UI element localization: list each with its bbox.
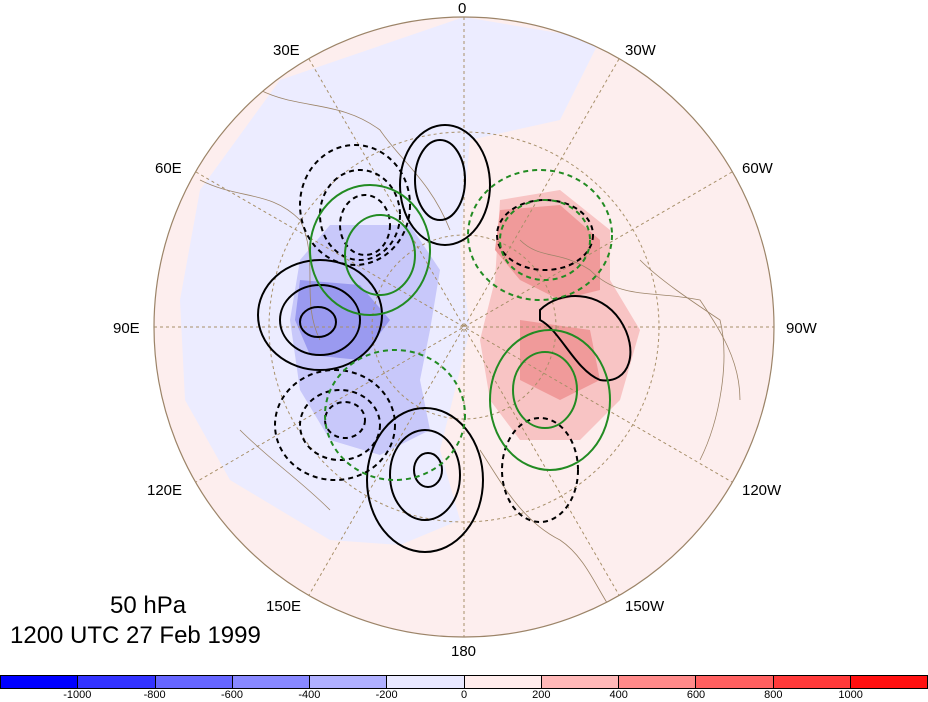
colorbar-box xyxy=(77,676,155,688)
colorbar-tick-label: 0 xyxy=(460,689,468,701)
colorbar-tick-label: -800 xyxy=(143,689,166,701)
colorbar-box xyxy=(772,676,850,688)
colorbar xyxy=(0,675,928,689)
lon-label-180: 180 xyxy=(451,643,477,660)
lon-label-90e: 90E xyxy=(113,320,140,337)
negative-anomaly-strong xyxy=(295,280,390,360)
colorbar-box xyxy=(231,676,309,688)
positive-anomaly-strong xyxy=(495,205,600,300)
lon-label-150w: 150W xyxy=(625,598,665,615)
colorbar-box xyxy=(386,676,464,688)
colorbar-tick-label: -1000 xyxy=(63,689,92,701)
lon-label-60w: 60W xyxy=(742,160,773,177)
colorbar-box xyxy=(618,676,696,688)
colorbar-box xyxy=(0,676,78,688)
lon-label-30e: 30E xyxy=(273,42,300,59)
negative-contours xyxy=(274,144,594,523)
lon-label-30w: 30W xyxy=(625,42,656,59)
colorbar-tick-label: 400 xyxy=(609,689,628,701)
colorbar-tick-label: 200 xyxy=(532,689,551,701)
map-border xyxy=(153,16,775,638)
colorbar-tick-label: -400 xyxy=(298,689,321,701)
pressure-level-caption: 50 hPa xyxy=(110,592,187,619)
colorbar-tick-label: -600 xyxy=(220,689,244,701)
colorbar-box xyxy=(849,676,928,688)
colorbar-box xyxy=(463,676,541,688)
colorbar-tick-label: 600 xyxy=(686,689,706,701)
polar-map xyxy=(153,16,775,638)
lon-label-150e: 150E xyxy=(266,598,302,615)
lon-label-120w: 120W xyxy=(742,482,782,499)
colorbar-tick-label: 800 xyxy=(764,689,783,701)
colorbar-box xyxy=(309,676,387,688)
colorbar-box xyxy=(154,676,232,688)
positive-contours xyxy=(257,124,632,553)
timestamp-caption: 1200 UTC 27 Feb 1999 xyxy=(10,622,261,649)
green-contours xyxy=(309,184,611,471)
colorbar-box xyxy=(540,676,618,688)
lon-label-0: 0 xyxy=(458,0,467,17)
colorbar-tick-label: 1000 xyxy=(838,689,863,701)
colorbar-box xyxy=(695,676,773,688)
green-dashed-contours xyxy=(324,169,613,481)
lon-label-60e: 60E xyxy=(155,160,182,177)
lon-label-90w: 90W xyxy=(786,320,817,337)
lon-label-120e: 120E xyxy=(147,482,183,499)
graticule xyxy=(154,17,774,637)
coastlines xyxy=(199,89,741,621)
colorbar-tick-label: -200 xyxy=(375,689,398,701)
